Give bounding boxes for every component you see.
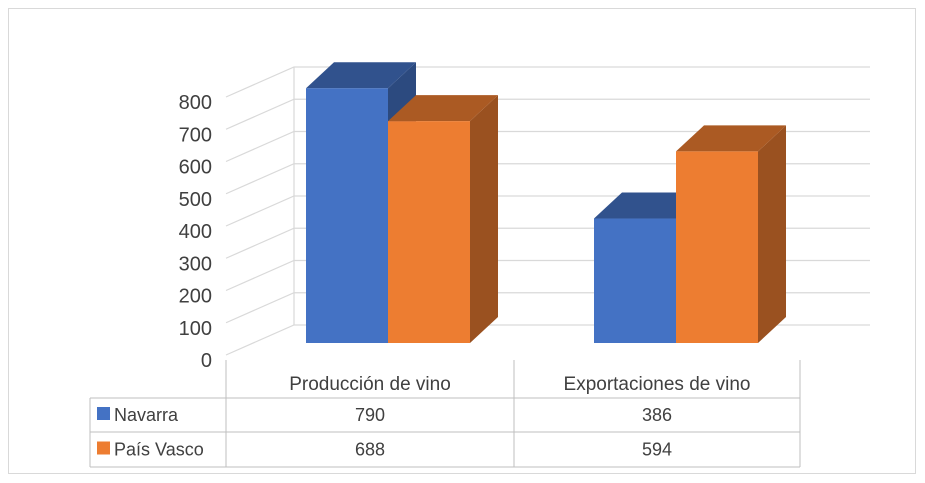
y-tick-label: 500 [179, 189, 212, 211]
y-tick-label: 200 [179, 286, 212, 308]
bar-front [676, 151, 758, 343]
y-tick-label: 300 [179, 253, 212, 275]
legend-label: Navarra [114, 405, 179, 425]
y-tick-label: 600 [179, 157, 212, 179]
bar-front [594, 218, 676, 343]
table-cell-value: 386 [642, 405, 672, 425]
table-cell-value: 688 [355, 440, 385, 460]
legend-swatch [97, 441, 110, 455]
y-tick-label: 400 [179, 221, 212, 243]
bar [676, 125, 786, 343]
table-cell-value: 594 [642, 440, 672, 460]
category-label: Exportaciones de vino [564, 374, 751, 395]
legend-label: País Vasco [114, 440, 204, 460]
bar-side [470, 95, 498, 344]
bar-top [306, 62, 416, 89]
data-table: Producción de vino Exportaciones de vino N… [89, 360, 801, 468]
y-axis: 0 100 200 300 400 500 600 700 800 [179, 92, 212, 372]
chart-frame [8, 8, 916, 474]
y-tick-label: 800 [179, 92, 212, 114]
bar-top [676, 125, 786, 152]
bar-top [388, 95, 498, 122]
bar-front [306, 88, 388, 343]
bar-side [758, 125, 786, 343]
y-tick-label: 0 [201, 350, 212, 372]
bars [306, 62, 786, 344]
category-label: Producción de vino [289, 374, 451, 395]
y-tick-label: 700 [179, 124, 212, 146]
table-cell-value: 790 [355, 405, 385, 425]
legend-swatch [97, 407, 110, 420]
bar [388, 95, 498, 344]
y-tick-label: 100 [179, 318, 212, 340]
bar-front [388, 121, 470, 344]
